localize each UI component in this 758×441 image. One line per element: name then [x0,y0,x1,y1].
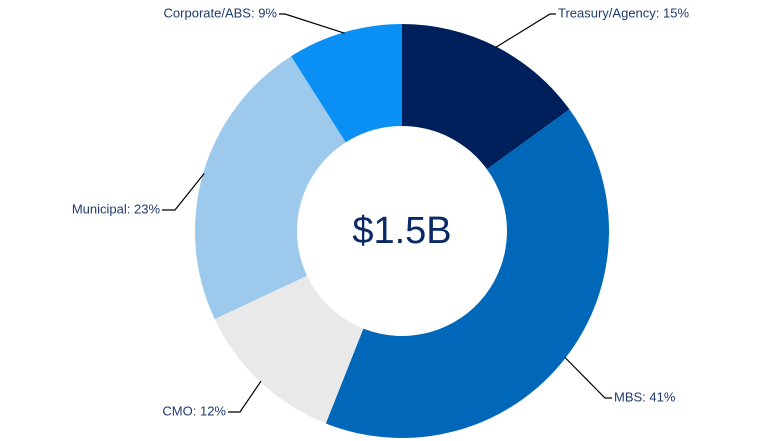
leader-line [495,13,556,48]
data-label: Treasury/Agency: 15% [558,5,689,20]
data-label: Municipal: 23% [72,201,161,216]
donut-slice [291,24,402,143]
donut-slice [402,24,570,170]
donut-slice [195,56,346,320]
donut-slice [325,109,609,438]
leader-line [162,173,205,211]
leader-line [564,356,612,399]
center-label: $1.5B [352,210,451,252]
data-label: Corporate/ABS: 9% [164,5,278,20]
donut-slice [214,275,364,424]
leader-line [228,380,262,413]
leader-line [279,13,345,34]
data-label: CMO: 12% [162,403,226,418]
data-label: MBS: 41% [614,389,676,404]
